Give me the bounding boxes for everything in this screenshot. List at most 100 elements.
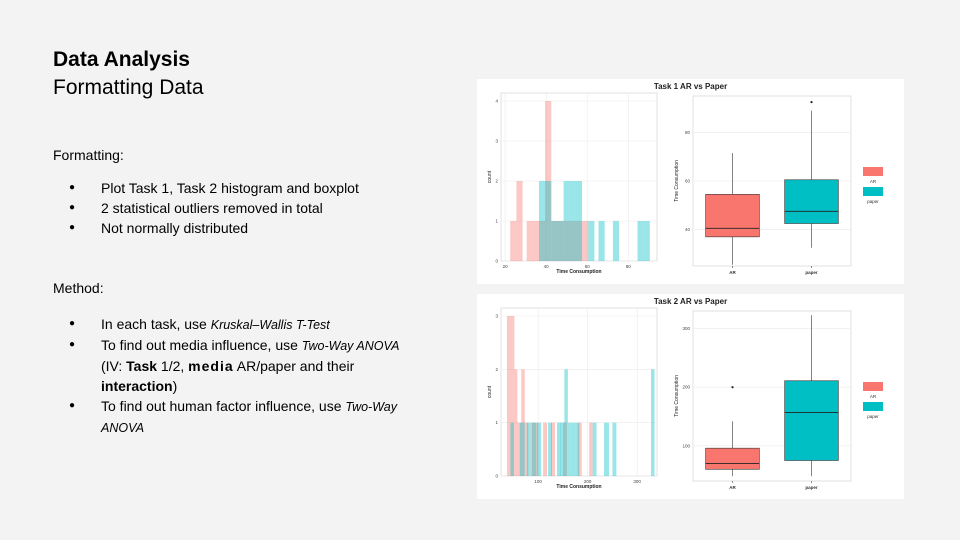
histogram-bar <box>557 221 564 261</box>
text: In each task, use <box>101 316 211 332</box>
y-tick-label: 2 <box>495 367 498 372</box>
histogram-bar <box>563 221 570 261</box>
slide-title: Data Analysis <box>53 48 190 71</box>
x-tick-label: 20 <box>503 264 509 269</box>
test-name: Kruskal–Wallis T-Test <box>210 318 330 332</box>
histogram-bar <box>562 422 567 476</box>
test-name: Two-Way <box>345 400 397 414</box>
y-tick-label: 3 <box>495 139 498 144</box>
histogram-bar <box>569 181 576 261</box>
y-axis-label: count <box>487 170 493 183</box>
histogram-bar <box>637 221 644 261</box>
histogram-bar <box>575 181 583 261</box>
formatting-list: Plot Task 1, Task 2 histogram and boxplo… <box>53 178 443 238</box>
histogram-bar <box>510 221 517 261</box>
histogram-bar <box>598 221 605 261</box>
chart-task2: Task 2 AR vs Paper 0 1 2 3 100 200 300 Time Cons… <box>487 297 883 490</box>
list-item: To find out human factor influence, use … <box>53 396 443 438</box>
emphasis: media <box>188 358 234 374</box>
x-tick-label: 300 <box>633 479 641 484</box>
y-tick-label: 2 <box>495 179 498 184</box>
x-tick-label: 60 <box>585 264 591 269</box>
outlier-point <box>731 386 734 389</box>
histogram-bar <box>557 221 564 261</box>
outlier-point <box>810 100 813 104</box>
test-name: ANOVA <box>101 421 145 435</box>
histogram-bar <box>530 422 535 476</box>
y-tick-label: 1 <box>495 219 498 224</box>
list-item: 2 statistical outliers removed in total <box>53 198 443 218</box>
y-axis-label: Time Consumption <box>674 160 680 202</box>
y-tick-label: 100 <box>682 443 690 448</box>
histogram-bar <box>604 422 609 476</box>
method-label: Method: <box>53 280 104 296</box>
histogram-bar <box>612 221 620 261</box>
legend-swatch <box>863 382 883 391</box>
histogram-bar <box>588 221 595 261</box>
histogram-bar <box>567 422 572 476</box>
y-axis-label: count <box>487 385 493 398</box>
histogram-bar <box>548 422 553 476</box>
box <box>705 447 760 470</box>
text: (IV: <box>101 358 127 374</box>
y-tick-label: 60 <box>685 179 691 184</box>
y-tick-label: 200 <box>682 385 690 390</box>
histogram-bar <box>538 181 546 261</box>
histogram-bar <box>510 316 515 476</box>
list-item: To find out media influence, use Two-Way… <box>53 335 443 396</box>
text: AR/paper and their <box>233 358 355 374</box>
histogram-bar <box>506 316 511 476</box>
list-item: Plot Task 1, Task 2 histogram and boxplo… <box>53 178 443 198</box>
histogram-bar <box>526 221 533 261</box>
list-item: Not normally distributed <box>53 218 443 238</box>
histogram-bar <box>569 221 576 261</box>
histogram-bar <box>612 422 617 476</box>
histogram-bar <box>563 181 570 261</box>
chart-panel-task1: Task 1 AR vs Paper 0 1 2 3 4 20 40 60 80 Time Cons… <box>477 79 904 284</box>
x-tick-label: paper <box>805 485 818 490</box>
histogram-bar <box>582 221 589 261</box>
histogram-bar <box>526 422 531 476</box>
histogram-bar <box>534 422 539 476</box>
text: 1/2, <box>157 358 189 374</box>
histogram-bar <box>577 422 582 476</box>
legend-label: paper <box>867 414 879 419</box>
y-tick-label: 0 <box>495 474 498 479</box>
histogram-bar <box>545 101 552 261</box>
emphasis: interaction <box>101 378 173 394</box>
x-tick-label: 40 <box>544 264 550 269</box>
x-axis-label: Time Consumption <box>556 269 601 275</box>
chart-title: Task 1 AR vs Paper <box>654 82 727 91</box>
histogram-bar <box>643 221 650 261</box>
x-tick-label: AR <box>729 270 736 275</box>
histogram-bar <box>538 221 546 261</box>
histogram-bar <box>510 422 514 476</box>
x-tick-label: 100 <box>534 479 542 484</box>
histogram-bar <box>516 181 523 261</box>
histogram-bar <box>524 422 529 476</box>
histogram-bar <box>531 422 537 476</box>
x-tick-label: 80 <box>626 264 632 269</box>
histogram-bar <box>543 422 548 476</box>
histogram-bar <box>575 221 583 261</box>
histogram-bar <box>536 422 542 476</box>
box <box>784 380 839 461</box>
histogram-bar <box>592 422 597 476</box>
emphasis: Task <box>126 358 158 374</box>
histogram-bar <box>517 422 522 476</box>
x-tick-label: 200 <box>584 479 592 484</box>
y-tick-label: 80 <box>685 130 691 135</box>
test-name: Two-Way ANOVA <box>301 339 400 353</box>
x-tick-label: paper <box>805 270 818 275</box>
histogram-bar <box>651 369 655 476</box>
chart-title: Task 2 AR vs Paper <box>654 297 727 306</box>
histogram-bar <box>514 369 518 476</box>
y-tick-label: 40 <box>685 227 691 232</box>
legend-label: AR <box>870 394 877 399</box>
text: To find out media influence, use <box>101 337 302 353</box>
legend-swatch <box>863 167 883 176</box>
legend-label: paper <box>867 199 879 204</box>
legend-label: AR <box>870 179 877 184</box>
histogram-bar <box>551 422 555 476</box>
y-axis-label: Time Consumption <box>674 375 680 417</box>
